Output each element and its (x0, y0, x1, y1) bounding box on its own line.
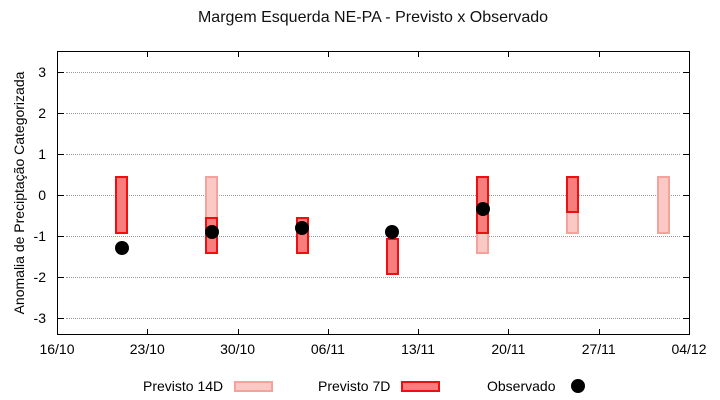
legend-label-previsto-14d: Previsto 14D (143, 378, 224, 394)
x-tick-top-5 (508, 51, 510, 57)
observed-dot-18-11 (475, 202, 490, 217)
y-tick-left-1 (58, 112, 64, 114)
x-tick-label-7: 04/12 (671, 341, 707, 357)
x-tick-top-6 (598, 51, 600, 57)
y-tick-label-2: 1 (38, 145, 46, 162)
x-tick-top-7 (689, 51, 690, 57)
x-tick-bottom-3 (327, 328, 329, 335)
observed-dot-11-11 (385, 224, 400, 239)
observed-dot-21-10 (114, 241, 129, 256)
y-tick-label-5: -2 (33, 269, 46, 285)
x-tick-top-2 (237, 51, 239, 57)
bar-previsto-7d-25-11 (566, 176, 580, 214)
y-tick-right-4 (683, 235, 689, 237)
legend-item-observado: Observado (487, 378, 586, 394)
y-tick-label-0: 3 (38, 63, 46, 80)
y-tick-right-1 (683, 112, 689, 114)
previsto-14d-swatch-icon (234, 380, 274, 392)
chart-title: Margem Esquerda NE-PA - Previsto x Obser… (197, 9, 549, 26)
y-tick-label-4: -1 (33, 227, 46, 244)
x-tick-top-0 (57, 51, 58, 57)
y-tick-label-3: 0 (38, 186, 46, 203)
x-tick-bottom-0 (57, 328, 58, 335)
x-tick-label-0: 16/10 (39, 341, 75, 357)
observed-dot-04-11 (295, 220, 310, 235)
gridline-y-2 (66, 112, 680, 114)
observado-dot-icon (571, 379, 586, 393)
x-tick-top-1 (147, 51, 149, 57)
y-tick-right-3 (683, 194, 689, 196)
gridline-y-1 (66, 153, 680, 155)
legend-item-previsto-14d: Previsto 14D (143, 378, 274, 394)
x-tick-label-3: 06/11 (310, 341, 345, 357)
bar-previsto-7d-11-11 (385, 237, 399, 275)
y-tick-right-5 (683, 277, 689, 278)
y-tick-right-6 (683, 318, 689, 320)
x-tick-bottom-5 (508, 328, 510, 335)
bar-previsto-14d-02-12 (656, 176, 670, 234)
y-tick-label-6: -3 (33, 310, 46, 327)
legend-label-observado: Observado (487, 378, 556, 394)
y-tick-left-2 (58, 153, 64, 155)
y-tick-left-0 (58, 71, 64, 73)
y-tick-left-3 (58, 194, 64, 196)
x-tick-bottom-7 (689, 328, 690, 335)
y-tick-label-1: 2 (38, 104, 46, 121)
x-tick-bottom-4 (418, 328, 420, 335)
y-tick-left-6 (58, 318, 64, 320)
y-tick-right-2 (683, 153, 689, 155)
legend-label-previsto-7d: Previsto 7D (318, 378, 391, 394)
plot-area (57, 51, 690, 335)
previsto-7d-swatch-icon (401, 380, 441, 392)
gridline-y--3 (66, 318, 680, 320)
legend-item-previsto-7d: Previsto 7D (318, 378, 441, 394)
y-tick-right-0 (683, 71, 689, 73)
gridline-y-3 (66, 71, 680, 73)
x-tick-top-3 (327, 51, 329, 57)
x-tick-top-4 (418, 51, 420, 57)
gridline-y-0 (66, 194, 680, 196)
y-tick-left-4 (58, 235, 64, 237)
x-tick-bottom-2 (237, 328, 239, 335)
x-tick-bottom-1 (147, 328, 149, 335)
observed-dot-28-10 (204, 224, 219, 239)
x-tick-label-4: 13/11 (401, 341, 436, 357)
y-tick-left-5 (58, 277, 64, 278)
gridline-y--1 (66, 235, 680, 237)
x-tick-label-1: 23/10 (129, 341, 165, 357)
x-tick-label-2: 30/10 (220, 341, 256, 357)
x-tick-label-6: 27/11 (581, 341, 616, 357)
bar-previsto-7d-21-10 (115, 176, 128, 234)
x-tick-bottom-6 (598, 328, 600, 335)
x-tick-label-5: 20/11 (491, 341, 526, 357)
gridline-y--2 (66, 277, 680, 278)
